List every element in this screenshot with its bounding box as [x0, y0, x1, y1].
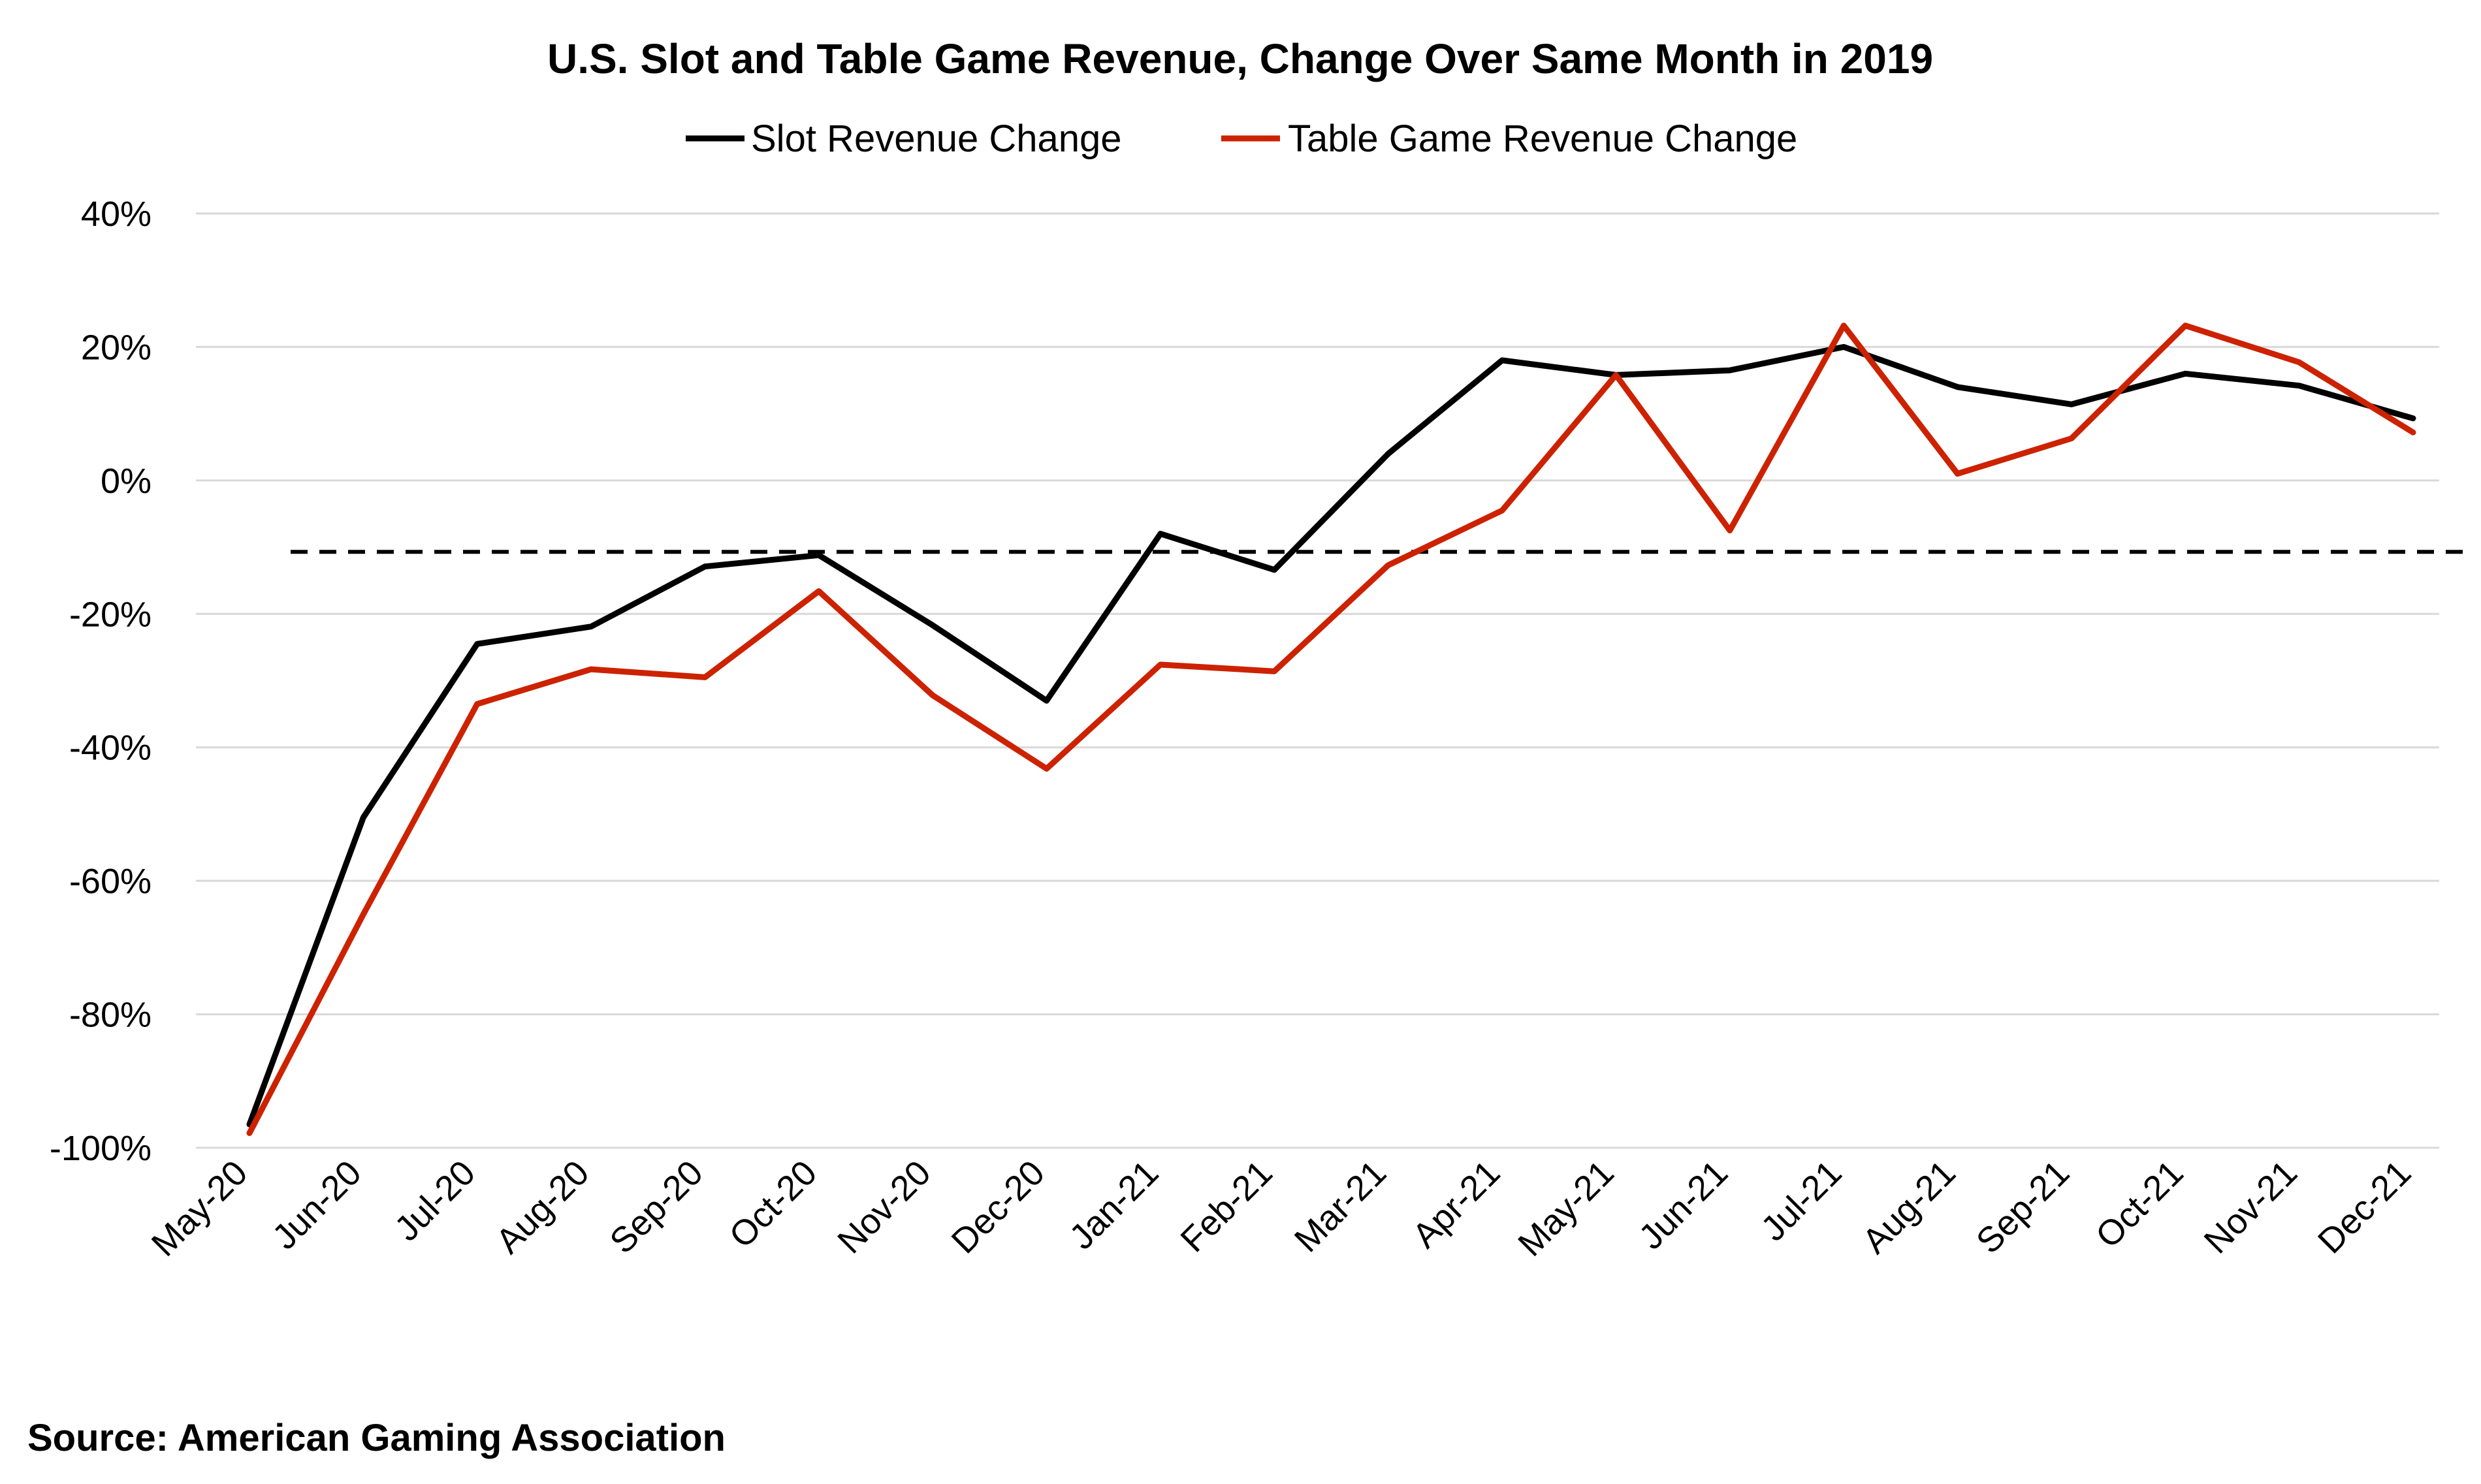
- y-tick-label: -100%: [50, 1129, 152, 1168]
- series-table: [246, 323, 2416, 1136]
- x-tick-label: Dec-20: [944, 1153, 1053, 1261]
- series-layer: [246, 323, 2416, 1136]
- series-line: [246, 343, 2416, 1128]
- x-tick-label: Jan-21: [1062, 1153, 1166, 1257]
- x-tick-label: Nov-21: [2197, 1153, 2305, 1261]
- x-tick-label: May-20: [144, 1153, 255, 1264]
- x-tick-label: Nov-20: [830, 1153, 938, 1261]
- legend-label-slot: Slot Revenue Change: [751, 118, 1122, 160]
- chart-title: U.S. Slot and Table Game Revenue, Change…: [547, 35, 1933, 82]
- y-tick-label: -20%: [69, 595, 152, 634]
- legend: Slot Revenue Change Table Game Revenue C…: [686, 118, 1797, 160]
- x-axis-tick-labels: May-20 Jun-20 Jul-20 Aug-20 Sep-20 Oct-20 Nov-…: [144, 1153, 2419, 1264]
- gridlines: [196, 212, 2439, 1149]
- x-tick-label: Oct-20: [722, 1153, 824, 1255]
- source-note: Source: American Gaming Association: [27, 1417, 726, 1459]
- legend-item-table: Table Game Revenue Change: [1221, 118, 1797, 160]
- y-tick-label: 20%: [81, 328, 152, 367]
- x-tick-label: Aug-20: [488, 1153, 597, 1261]
- x-tick-label: Jun-20: [265, 1153, 369, 1257]
- x-tick-label: Oct-21: [2089, 1153, 2191, 1255]
- series-line: [246, 323, 2416, 1136]
- x-tick-label: Feb-21: [1173, 1153, 1279, 1259]
- x-tick-label: May-21: [1511, 1153, 1622, 1264]
- legend-label-table: Table Game Revenue Change: [1288, 118, 1797, 160]
- y-tick-label: 40%: [81, 195, 152, 234]
- x-tick-label: Jun-21: [1631, 1153, 1735, 1257]
- y-axis-tick-labels: 40% 20% 0% -20% -40% -60% -80% -100%: [50, 195, 152, 1168]
- x-tick-label: Jul-21: [1753, 1153, 1849, 1248]
- x-tick-label: Sep-20: [602, 1153, 711, 1261]
- series-slot: [246, 343, 2416, 1128]
- legend-item-slot: Slot Revenue Change: [686, 118, 1122, 160]
- x-tick-label: Jul-20: [387, 1153, 483, 1248]
- x-tick-label: Mar-21: [1287, 1153, 1394, 1259]
- x-tick-label: Sep-21: [1969, 1153, 2077, 1261]
- y-tick-label: -40%: [69, 729, 152, 768]
- x-tick-label: Aug-21: [1855, 1153, 1963, 1261]
- y-tick-label: -80%: [69, 996, 152, 1035]
- y-tick-label: -60%: [69, 862, 152, 901]
- y-tick-label: 0%: [101, 462, 152, 501]
- x-tick-label: Apr-21: [1405, 1153, 1507, 1255]
- x-tick-label: Dec-21: [2311, 1153, 2419, 1261]
